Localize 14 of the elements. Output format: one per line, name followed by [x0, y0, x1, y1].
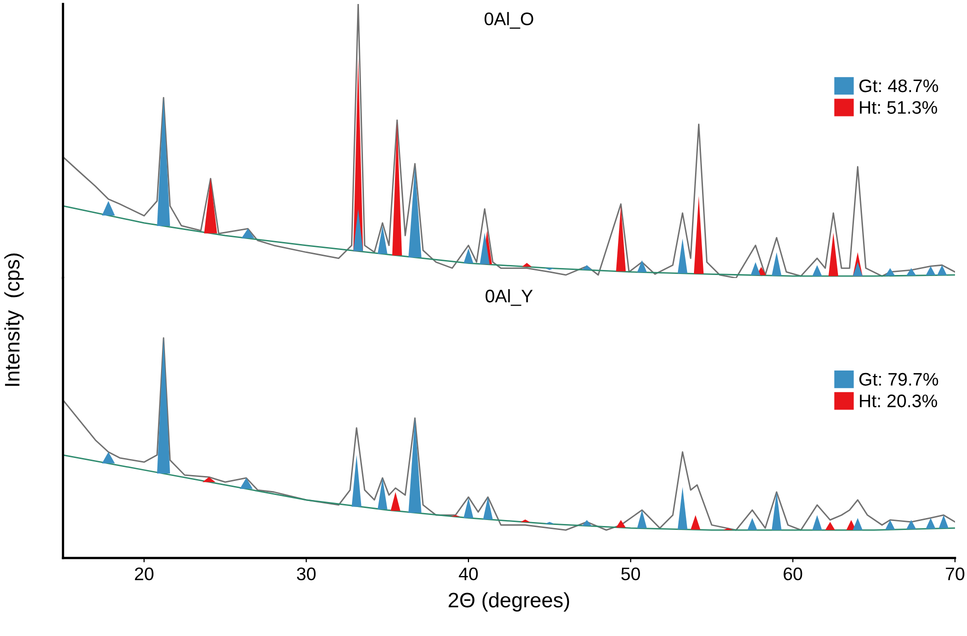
x-tick-label: 60	[784, 568, 802, 580]
x-tick-label: 70	[946, 568, 964, 580]
chart-title: 0Al_O	[484, 12, 534, 29]
legend-label: Gt: 79.7%	[859, 372, 938, 386]
x-tick-label: 30	[296, 568, 316, 580]
chart-title: 0Al_Y	[486, 289, 533, 306]
y-axis-title: Intensity (cps)	[4, 254, 24, 386]
legend-label: Ht: 51.3%	[860, 101, 938, 114]
legend-label: Ht: 20.3%	[860, 394, 938, 408]
x-axis-title: 2Θ (degrees)	[448, 592, 570, 612]
x-tick-label: 50	[621, 568, 640, 580]
x-tick-label: 40	[458, 568, 478, 580]
legend-label: Gt: 48.7%	[859, 79, 938, 92]
x-tick-label: 20	[134, 568, 154, 580]
